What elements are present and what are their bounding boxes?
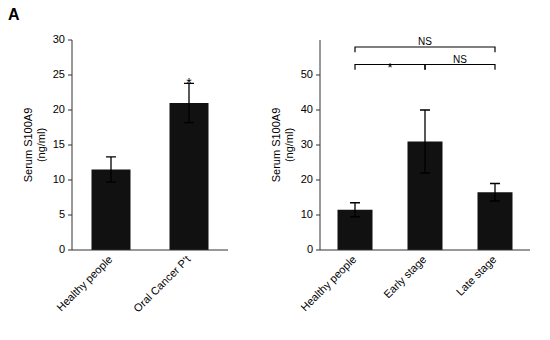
y-tick — [316, 180, 320, 181]
y-axis-label: Serum S100A9(ng/ml) — [22, 108, 47, 183]
y-tick — [68, 180, 72, 181]
error-bar — [350, 203, 360, 217]
y-tick-label: 0 — [307, 243, 313, 255]
y-axis-label-line: Serum S100A9 — [22, 108, 34, 183]
y-axis-label: Serum S100A9(ng/ml) — [270, 108, 295, 183]
y-axis-label-line: Serum S100A9 — [270, 108, 282, 183]
marks — [338, 110, 513, 250]
x-tick-label: Healthy people — [54, 253, 114, 313]
panel-label: A — [8, 6, 20, 23]
y-tick-label: 40 — [301, 103, 313, 115]
y-tick — [316, 110, 320, 111]
y-tick — [68, 75, 72, 76]
significance-label: NS — [453, 54, 467, 65]
marks — [92, 83, 209, 250]
x-tick-label: Late stage — [454, 253, 499, 298]
y-tick-label: 5 — [59, 208, 65, 220]
y-tick-label: 20 — [301, 173, 313, 185]
x-axis-line — [72, 250, 228, 251]
significance-label: * — [387, 60, 392, 75]
x-tick-label: Oral Cancer P't — [131, 253, 192, 314]
chart-svg: A 0 5 10 15 20 25 30 Healthy people Oral Cancer P… — [0, 0, 550, 340]
x-tick-label: Early stage — [381, 253, 428, 300]
y-tick-label: 20 — [53, 103, 65, 115]
significance-bracket — [355, 47, 495, 52]
error-bar — [106, 157, 116, 182]
significance-star: * — [186, 75, 192, 91]
y-tick — [316, 215, 320, 216]
y-tick — [68, 215, 72, 216]
error-bar — [490, 184, 500, 202]
chart-container: A 0 5 10 15 20 25 30 Healthy people Oral Cancer P… — [0, 0, 550, 340]
y-tick-label: 0 — [59, 243, 65, 255]
y-tick-label: 30 — [53, 33, 65, 45]
y-tick — [68, 110, 72, 111]
y-axis-label-line: (ng/ml) — [283, 128, 295, 162]
y-tick-label: 10 — [301, 208, 313, 220]
y-tick — [316, 250, 320, 251]
y-tick-label: 30 — [301, 138, 313, 150]
y-tick — [316, 75, 320, 76]
y-tick — [68, 40, 72, 41]
significance-label: NS — [418, 36, 432, 47]
error-bar — [420, 110, 430, 173]
y-tick-label: 50 — [301, 68, 313, 80]
subplot: 0 5 10 15 20 25 30 Healthy people Oral Cancer P'… — [22, 33, 229, 314]
y-tick-label: 25 — [53, 68, 65, 80]
y-tick — [68, 145, 72, 146]
y-tick — [316, 145, 320, 146]
y-axis-label-line: (ng/ml) — [35, 128, 47, 162]
y-tick-label: 10 — [53, 173, 65, 185]
x-tick-label: Healthy people — [298, 253, 358, 313]
bar — [170, 103, 209, 250]
y-tick — [68, 250, 72, 251]
y-tick-label: 15 — [53, 138, 65, 150]
subplot: 0 10 20 30 40 50 Healthy people Early stage Late… — [270, 36, 531, 313]
x-axis-line — [320, 250, 530, 251]
significance-bracket — [425, 65, 495, 70]
